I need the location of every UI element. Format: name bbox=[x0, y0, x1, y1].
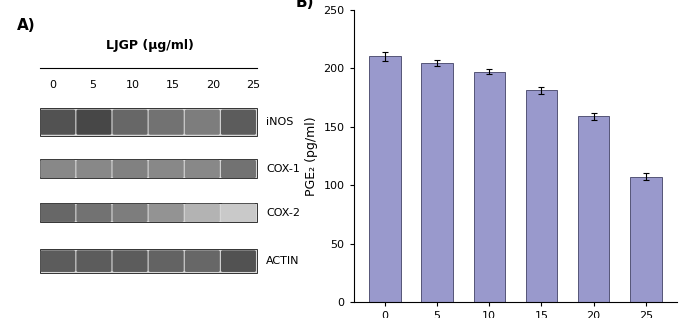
Bar bbox=[39, 204, 256, 222]
Text: A): A) bbox=[17, 18, 36, 33]
Bar bbox=[578, 116, 609, 302]
FancyBboxPatch shape bbox=[40, 160, 75, 178]
Bar bbox=[39, 160, 256, 178]
FancyBboxPatch shape bbox=[40, 110, 75, 135]
FancyBboxPatch shape bbox=[77, 250, 111, 272]
FancyBboxPatch shape bbox=[149, 160, 184, 178]
FancyBboxPatch shape bbox=[113, 204, 148, 222]
FancyBboxPatch shape bbox=[113, 110, 148, 135]
Text: B): B) bbox=[295, 0, 314, 10]
Text: 10: 10 bbox=[126, 80, 140, 90]
FancyBboxPatch shape bbox=[113, 160, 148, 178]
FancyBboxPatch shape bbox=[221, 250, 256, 272]
FancyBboxPatch shape bbox=[184, 204, 220, 222]
FancyBboxPatch shape bbox=[221, 110, 256, 135]
Text: COX-2: COX-2 bbox=[266, 208, 300, 218]
FancyBboxPatch shape bbox=[184, 250, 220, 272]
Text: 25: 25 bbox=[246, 80, 261, 90]
Bar bbox=[422, 63, 453, 302]
Text: iNOS: iNOS bbox=[266, 117, 294, 127]
Text: 0: 0 bbox=[49, 80, 56, 90]
Text: 20: 20 bbox=[206, 80, 220, 90]
FancyBboxPatch shape bbox=[77, 160, 111, 178]
FancyBboxPatch shape bbox=[221, 204, 256, 222]
Bar bbox=[39, 249, 256, 273]
FancyBboxPatch shape bbox=[184, 110, 220, 135]
Text: COX-1: COX-1 bbox=[266, 164, 300, 174]
Bar bbox=[526, 90, 557, 302]
Y-axis label: PGE₂ (pg/ml): PGE₂ (pg/ml) bbox=[305, 116, 318, 196]
FancyBboxPatch shape bbox=[149, 204, 184, 222]
Bar bbox=[369, 56, 401, 302]
Text: ACTIN: ACTIN bbox=[266, 256, 300, 266]
FancyBboxPatch shape bbox=[40, 250, 75, 272]
FancyBboxPatch shape bbox=[149, 250, 184, 272]
FancyBboxPatch shape bbox=[40, 204, 75, 222]
FancyBboxPatch shape bbox=[221, 160, 256, 178]
Bar bbox=[630, 177, 661, 302]
Text: LJGP (μg/ml): LJGP (μg/ml) bbox=[106, 39, 193, 52]
Bar bbox=[473, 72, 505, 302]
Text: 5: 5 bbox=[89, 80, 96, 90]
FancyBboxPatch shape bbox=[149, 110, 184, 135]
Text: 15: 15 bbox=[166, 80, 180, 90]
FancyBboxPatch shape bbox=[77, 204, 111, 222]
Bar bbox=[39, 108, 256, 136]
FancyBboxPatch shape bbox=[184, 160, 220, 178]
FancyBboxPatch shape bbox=[113, 250, 148, 272]
FancyBboxPatch shape bbox=[77, 110, 111, 135]
